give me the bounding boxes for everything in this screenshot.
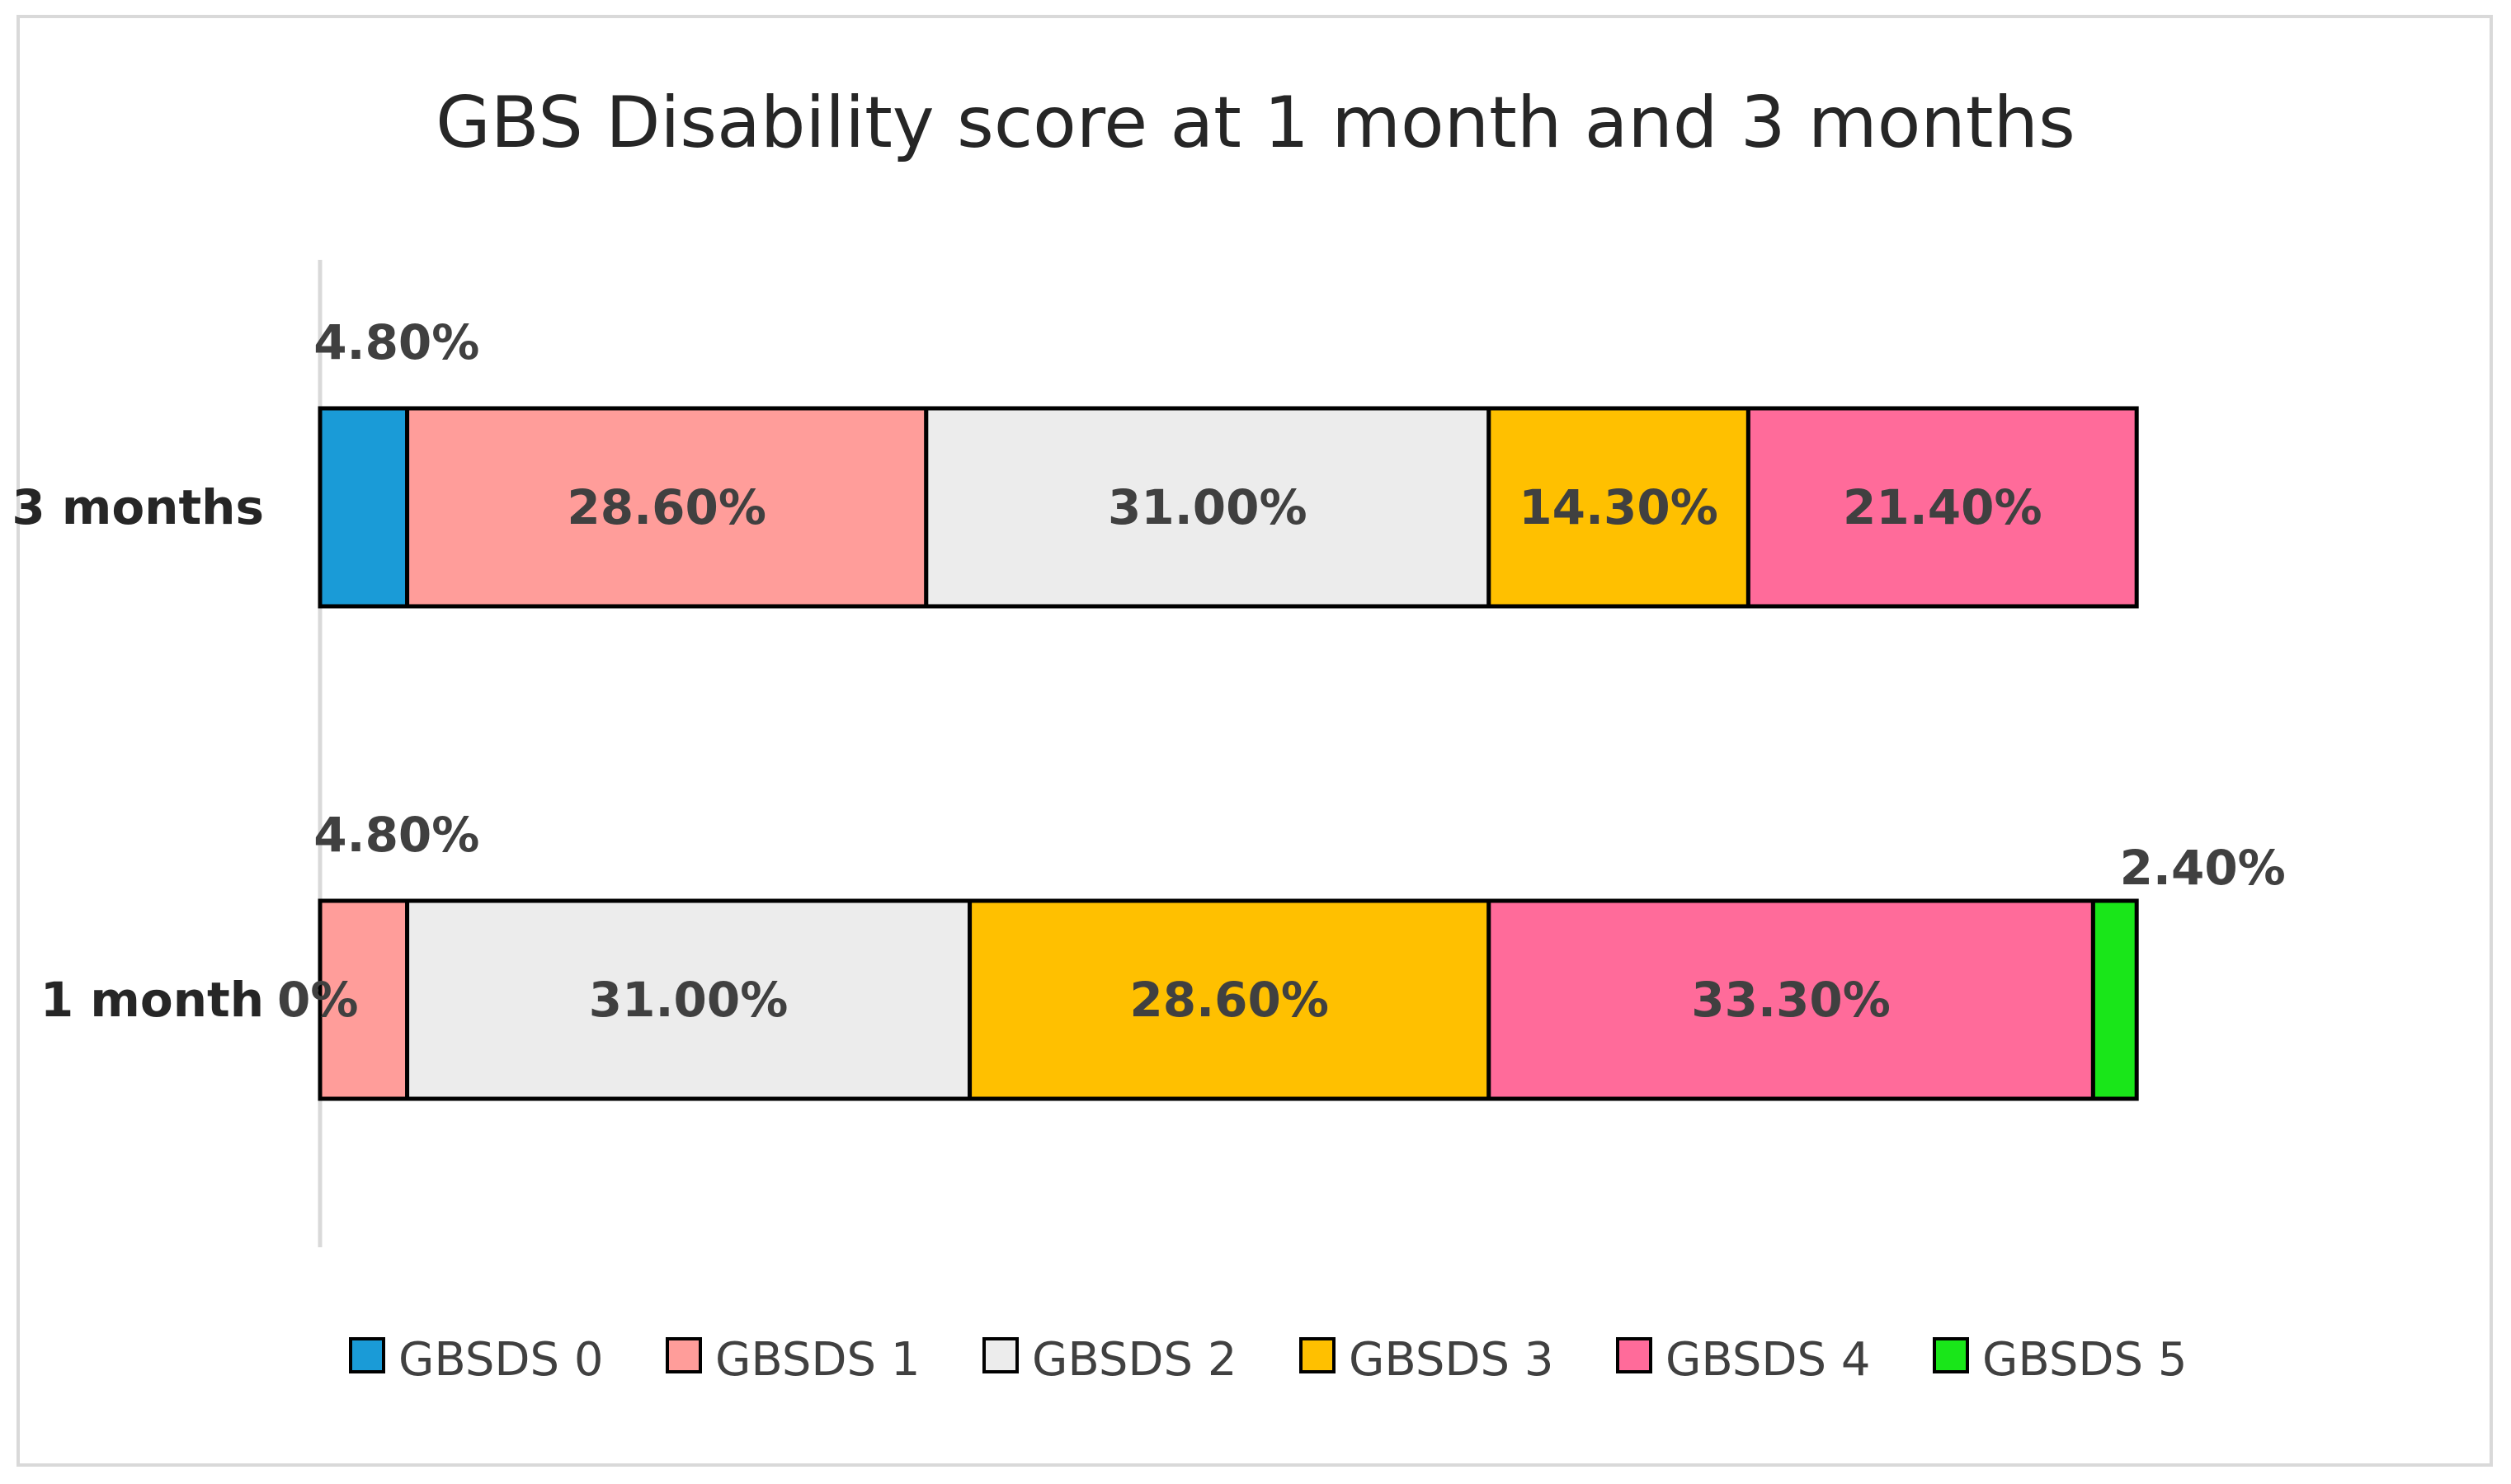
category-label: 3 months bbox=[12, 479, 264, 535]
bar-segment-gbsds-4 bbox=[1745, 406, 2139, 609]
legend-swatch bbox=[1299, 1337, 1336, 1373]
legend-swatch bbox=[666, 1337, 702, 1373]
data-label: 33.30% bbox=[1691, 972, 1891, 1028]
data-label: 4.80% bbox=[313, 807, 479, 863]
bar-segment-gbsds-5 bbox=[2090, 898, 2139, 1101]
legend-label: GBSDS 4 bbox=[1665, 1333, 1870, 1387]
legend-item: GBSDS 0 bbox=[349, 1333, 603, 1387]
chart-title: GBS Disability score at 1 month and 3 mo… bbox=[436, 82, 2075, 164]
legend-swatch bbox=[1933, 1337, 1969, 1373]
legend-item: GBSDS 4 bbox=[1616, 1333, 1870, 1387]
legend-label: GBSDS 1 bbox=[715, 1333, 920, 1387]
legend-label: GBSDS 5 bbox=[1982, 1333, 2187, 1387]
legend-label: GBSDS 0 bbox=[398, 1333, 603, 1387]
data-label: 2.40% bbox=[2120, 840, 2286, 896]
data-label: 31.00% bbox=[1108, 479, 1307, 535]
bar-segment-gbsds-1 bbox=[405, 406, 929, 609]
data-label: 28.60% bbox=[1129, 972, 1329, 1028]
legend-label: GBSDS 3 bbox=[1349, 1333, 1553, 1387]
data-label: 28.60% bbox=[567, 479, 766, 535]
bar-segment-gbsds-4 bbox=[1486, 898, 2095, 1101]
data-label: 4.80% bbox=[313, 314, 479, 370]
data-label-zero: 0% bbox=[277, 972, 358, 1028]
data-label: 14.30% bbox=[1519, 479, 1718, 535]
legend-item: GBSDS 5 bbox=[1933, 1333, 2187, 1387]
legend-item: GBSDS 2 bbox=[982, 1333, 1237, 1387]
data-label: 31.00% bbox=[589, 972, 789, 1028]
legend-item: GBSDS 3 bbox=[1299, 1333, 1553, 1387]
chart-frame bbox=[16, 15, 2493, 1467]
legend-swatch bbox=[982, 1337, 1019, 1373]
data-label: 21.40% bbox=[1843, 479, 2042, 535]
legend-label: GBSDS 2 bbox=[1032, 1333, 1237, 1387]
legend-item: GBSDS 1 bbox=[666, 1333, 920, 1387]
category-label: 1 month bbox=[40, 972, 264, 1028]
bar-segment-gbsds-2 bbox=[924, 406, 1491, 609]
bar-segment-gbsds-0 bbox=[318, 406, 410, 609]
legend-swatch bbox=[1616, 1337, 1652, 1373]
legend-swatch bbox=[349, 1337, 385, 1373]
